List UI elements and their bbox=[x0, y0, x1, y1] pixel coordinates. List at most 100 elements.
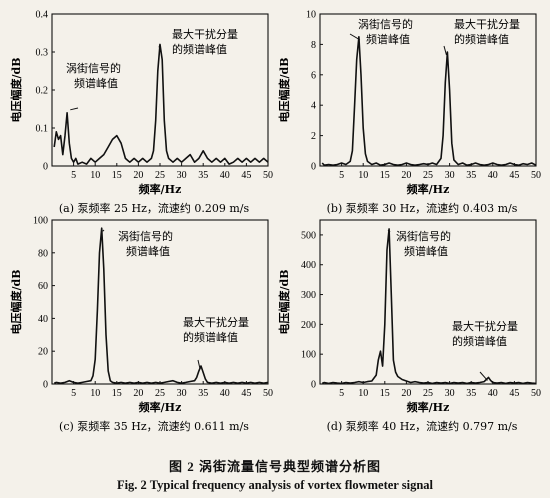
x-tick-label: 40 bbox=[488, 388, 498, 399]
y-tick-label: 6 bbox=[311, 70, 316, 81]
x-tick-label: 15 bbox=[112, 170, 122, 181]
annotation: 涡街信号的频谱峰值 bbox=[349, 17, 413, 46]
y-tick-label: 20 bbox=[38, 347, 48, 358]
x-tick-label: 45 bbox=[241, 170, 251, 181]
x-tick-label: 40 bbox=[220, 388, 230, 399]
panel-caption: (a) 泵频率 25 Hz，流速约 0.209 m/s bbox=[59, 201, 250, 215]
annotation-leader bbox=[387, 229, 391, 233]
x-tick-label: 20 bbox=[401, 388, 411, 399]
x-tick-label: 15 bbox=[112, 388, 122, 399]
panel-caption: (c) 泵频率 35 Hz，流速约 0.611 m/s bbox=[59, 419, 249, 433]
y-tick-label: 200 bbox=[301, 320, 316, 331]
annotation-text: 最大干扰分量的频谱峰值 bbox=[183, 315, 249, 344]
y-axis-label: 电压幅度/dB bbox=[9, 57, 23, 122]
y-tick-label: 100 bbox=[301, 350, 316, 361]
x-axis-label: 频率/Hz bbox=[139, 400, 182, 414]
figure-caption-cn: 图 2 涡街流量信号典型频谱分析图 bbox=[168, 459, 381, 474]
annotation: 涡街信号的频谱峰值 bbox=[66, 61, 121, 111]
annotation-leader bbox=[349, 33, 361, 41]
annotation-text: 涡街信号的频谱峰值 bbox=[118, 229, 173, 258]
annotation-leader bbox=[158, 43, 161, 48]
y-tick-label: 0.2 bbox=[36, 86, 49, 97]
x-tick-label: 45 bbox=[509, 170, 519, 181]
annotation-leader bbox=[102, 229, 105, 232]
panel-caption: (b) 泵频率 30 Hz，流速约 0.403 m/s bbox=[327, 201, 518, 215]
x-axis-label: 频率/Hz bbox=[139, 182, 182, 196]
x-tick-label: 5 bbox=[71, 388, 76, 399]
y-tick-label: 500 bbox=[301, 230, 316, 241]
x-tick-label: 35 bbox=[466, 388, 476, 399]
x-tick-label: 30 bbox=[177, 388, 187, 399]
y-axis-label: 电压幅度/dB bbox=[277, 269, 291, 334]
y-tick-label: 100 bbox=[33, 216, 48, 227]
x-tick-label: 45 bbox=[509, 388, 519, 399]
x-tick-label: 35 bbox=[198, 388, 208, 399]
y-tick-label: 0.3 bbox=[36, 48, 49, 59]
x-tick-label: 40 bbox=[220, 170, 230, 181]
x-tick-label: 35 bbox=[466, 170, 476, 181]
y-tick-label: 0 bbox=[43, 162, 48, 173]
x-tick-label: 25 bbox=[155, 388, 165, 399]
x-axis-label: 频率/Hz bbox=[407, 400, 450, 414]
x-tick-label: 35 bbox=[198, 170, 208, 181]
x-tick-label: 5 bbox=[339, 388, 344, 399]
annotation-text: 最大干扰分量的频谱峰值 bbox=[452, 319, 518, 348]
x-tick-label: 10 bbox=[90, 388, 100, 399]
panel-caption: (d) 泵频率 40 Hz，流速约 0.797 m/s bbox=[327, 419, 518, 433]
annotation-text: 涡街信号的频谱峰值 bbox=[396, 229, 451, 258]
x-tick-label: 40 bbox=[488, 170, 498, 181]
x-tick-label: 5 bbox=[339, 170, 344, 181]
x-tick-label: 30 bbox=[445, 170, 455, 181]
y-tick-label: 0.1 bbox=[36, 124, 49, 135]
annotation-text: 最大干扰分量的频谱峰值 bbox=[454, 17, 520, 46]
annotation: 涡街信号的频谱峰值 bbox=[102, 229, 173, 258]
x-axis-label: 频率/Hz bbox=[407, 182, 450, 196]
x-tick-label: 15 bbox=[380, 170, 390, 181]
x-tick-label: 20 bbox=[133, 170, 143, 181]
x-tick-label: 10 bbox=[90, 170, 100, 181]
x-tick-label: 20 bbox=[401, 170, 411, 181]
y-axis-label: 电压幅度/dB bbox=[9, 269, 23, 334]
x-tick-label: 50 bbox=[263, 170, 273, 181]
y-tick-label: 10 bbox=[306, 10, 316, 21]
annotation: 最大干扰分量的频谱峰值 bbox=[183, 315, 249, 370]
annotation-leader bbox=[479, 371, 488, 381]
x-tick-label: 50 bbox=[531, 170, 541, 181]
x-tick-label: 25 bbox=[423, 388, 433, 399]
x-tick-label: 25 bbox=[155, 170, 165, 181]
y-tick-label: 80 bbox=[38, 248, 48, 259]
x-tick-label: 50 bbox=[263, 388, 273, 399]
x-tick-label: 10 bbox=[358, 388, 368, 399]
x-tick-label: 30 bbox=[445, 388, 455, 399]
annotation-text: 最大干扰分量的频谱峰值 bbox=[172, 27, 238, 56]
annotation: 最大干扰分量的频谱峰值 bbox=[452, 319, 518, 381]
y-tick-label: 300 bbox=[301, 290, 316, 301]
y-tick-label: 0 bbox=[43, 380, 48, 391]
y-tick-label: 400 bbox=[301, 260, 316, 271]
y-tick-label: 40 bbox=[38, 314, 48, 325]
x-tick-label: 10 bbox=[358, 170, 368, 181]
annotation: 最大干扰分量的频谱峰值 bbox=[443, 17, 520, 56]
spectrum-line bbox=[321, 228, 537, 385]
spectrum-figure: 5 10 15 20 25 30 35 40 45 5000.10.20.30.4频率/Hz电压幅… bbox=[9, 10, 541, 434]
annotation-leader bbox=[70, 107, 79, 111]
annotation: 最大干扰分量的频谱峰值 bbox=[158, 27, 238, 56]
y-tick-label: 0 bbox=[311, 162, 316, 173]
y-tick-label: 4 bbox=[311, 101, 316, 112]
x-tick-label: 50 bbox=[531, 388, 541, 399]
y-tick-label: 8 bbox=[311, 40, 316, 51]
spectrum-line bbox=[321, 35, 537, 166]
y-tick-label: 0 bbox=[311, 380, 316, 391]
annotation-text: 涡街信号的频谱峰值 bbox=[358, 17, 413, 46]
y-tick-label: 2 bbox=[311, 131, 316, 142]
x-tick-label: 15 bbox=[380, 388, 390, 399]
panel-a: 5 10 15 20 25 30 35 40 45 50 0 0.1 0.2 0.3 0.4 频率/Hz 电压幅… bbox=[9, 10, 273, 216]
spectrum-line bbox=[53, 43, 269, 165]
figure-caption-en: Fig. 2 Typical frequency analysis of vor… bbox=[116, 478, 434, 492]
annotation: 涡街信号的频谱峰值 bbox=[387, 229, 451, 258]
y-tick-label: 0.4 bbox=[36, 10, 49, 21]
annotation-leader bbox=[443, 45, 447, 56]
panel-c: 5 10 15 20 25 30 35 40 45 50 0 20 40 60 80 100 频率/Hz 电压幅度… bbox=[9, 216, 273, 434]
x-tick-label: 30 bbox=[177, 170, 187, 181]
